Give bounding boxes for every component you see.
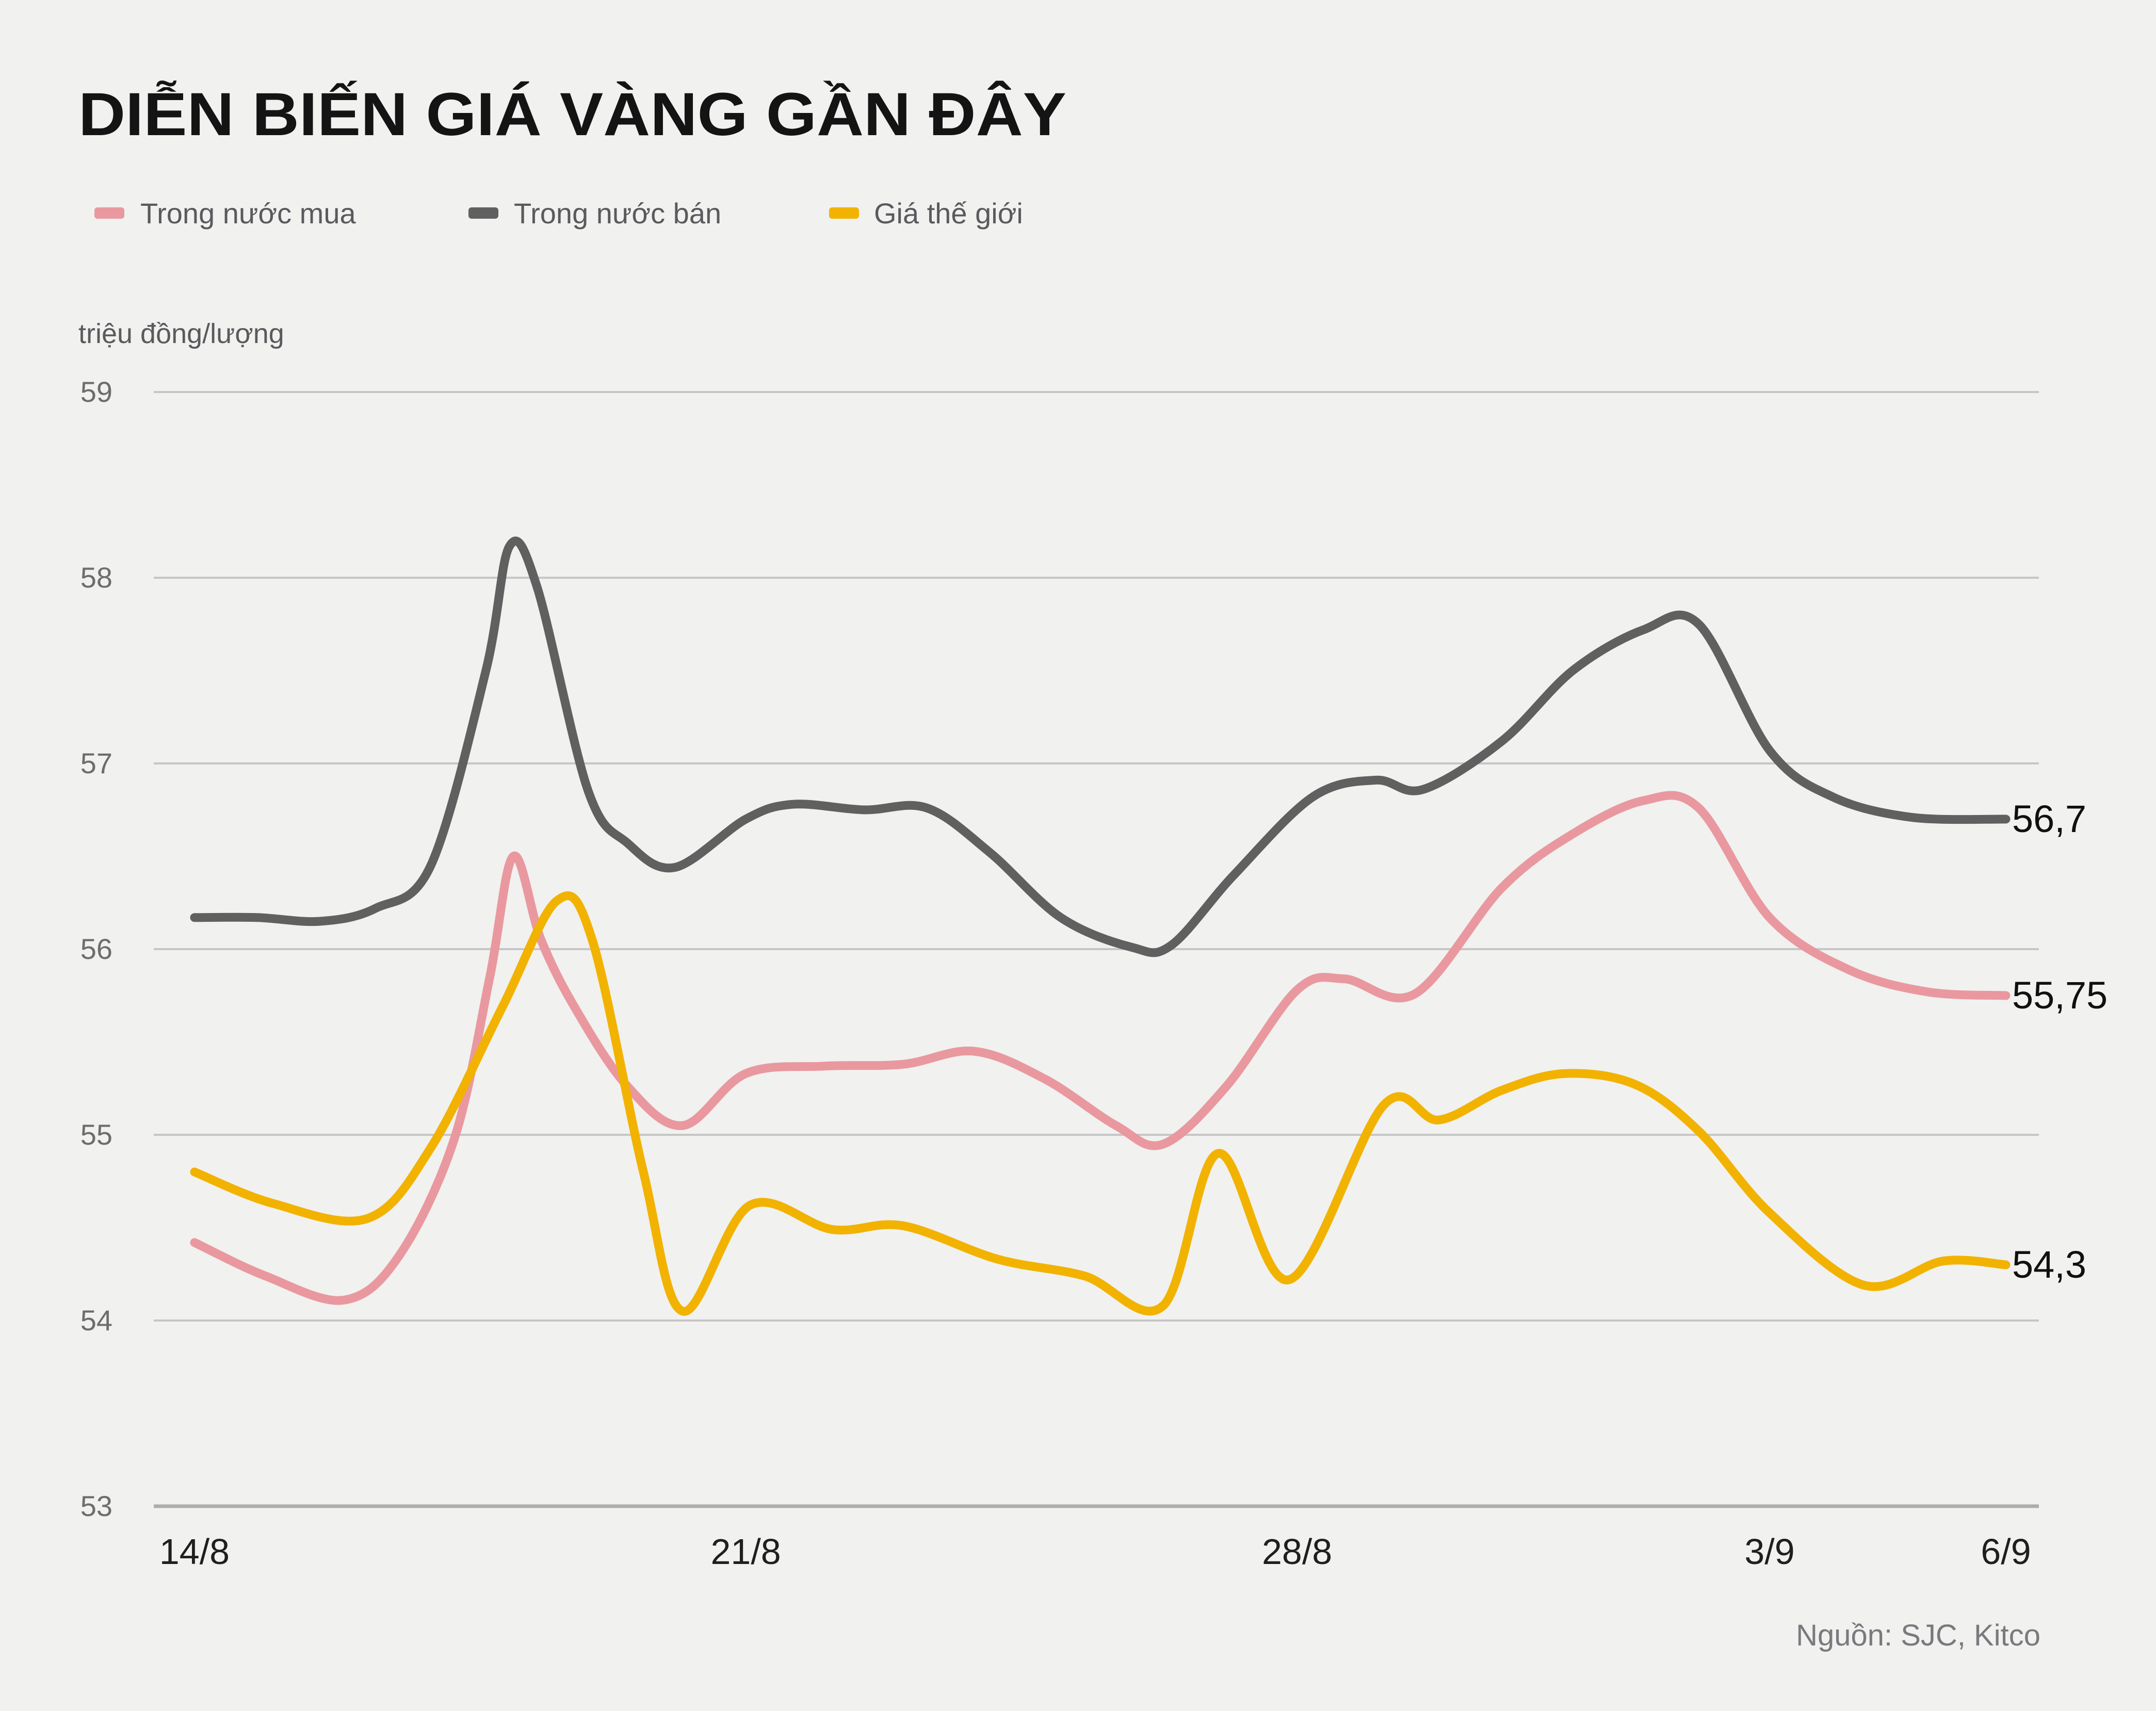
series-layer xyxy=(190,536,2011,1316)
y-tick-label-57: 57 xyxy=(80,747,112,779)
y-tick-label-53: 53 xyxy=(80,1490,112,1522)
legend-item-world: Giá thế giới xyxy=(829,197,1023,230)
x-axis-layer: 14/8 21/8 28/8 3/9 6/9 xyxy=(159,1531,2031,1572)
y-tick-label-56: 56 xyxy=(80,933,112,965)
y-axis-unit-label: triệu đồng/lượng xyxy=(78,318,284,349)
legend-label-world: Giá thế giới xyxy=(874,197,1023,230)
x-tick-label-3-9: 3/9 xyxy=(1744,1531,1794,1572)
y-tick-label-59: 59 xyxy=(80,376,112,408)
series-line-gia-the-gioi xyxy=(190,891,2011,1316)
page-title: DIỄN BIẾN GIÁ VÀNG GẦN ĐÂY xyxy=(78,80,1066,149)
legend-swatch-buy-icon xyxy=(94,207,124,219)
y-tick-label-55: 55 xyxy=(80,1118,112,1151)
x-tick-label-14-8: 14/8 xyxy=(159,1531,230,1572)
grid-layer: 59 58 57 56 55 54 53 xyxy=(80,376,2039,1522)
value-label-gia-the-gioi: 54,3 xyxy=(2012,1243,2086,1286)
legend-item-buy: Trong nước mua xyxy=(94,197,356,230)
x-tick-label-21-8: 21/8 xyxy=(710,1531,781,1572)
source-credit: Nguồn: SJC, Kitco xyxy=(1796,1619,2040,1652)
legend: Trong nước mua Trong nước bán Giá thế gi… xyxy=(94,197,1023,230)
series-line-trong-nuoc-ban xyxy=(190,536,2011,957)
x-tick-label-28-8: 28/8 xyxy=(1262,1531,1332,1572)
value-label-trong-nuoc-ban: 56,7 xyxy=(2012,797,2086,840)
legend-item-sell: Trong nước bán xyxy=(468,197,721,230)
end-label-layer: 55,75 56,7 54,3 xyxy=(2012,797,2108,1286)
legend-label-sell: Trong nước bán xyxy=(514,197,721,230)
legend-swatch-sell-icon xyxy=(468,207,498,219)
legend-label-buy: Trong nước mua xyxy=(140,197,356,230)
series-line-trong-nuoc-mua xyxy=(190,791,2011,1305)
x-tick-label-6-9: 6/9 xyxy=(1981,1531,2031,1572)
value-label-trong-nuoc-mua: 55,75 xyxy=(2012,974,2108,1017)
y-tick-label-58: 58 xyxy=(80,561,112,594)
legend-swatch-world-icon xyxy=(829,207,859,219)
y-tick-label-54: 54 xyxy=(80,1304,112,1337)
